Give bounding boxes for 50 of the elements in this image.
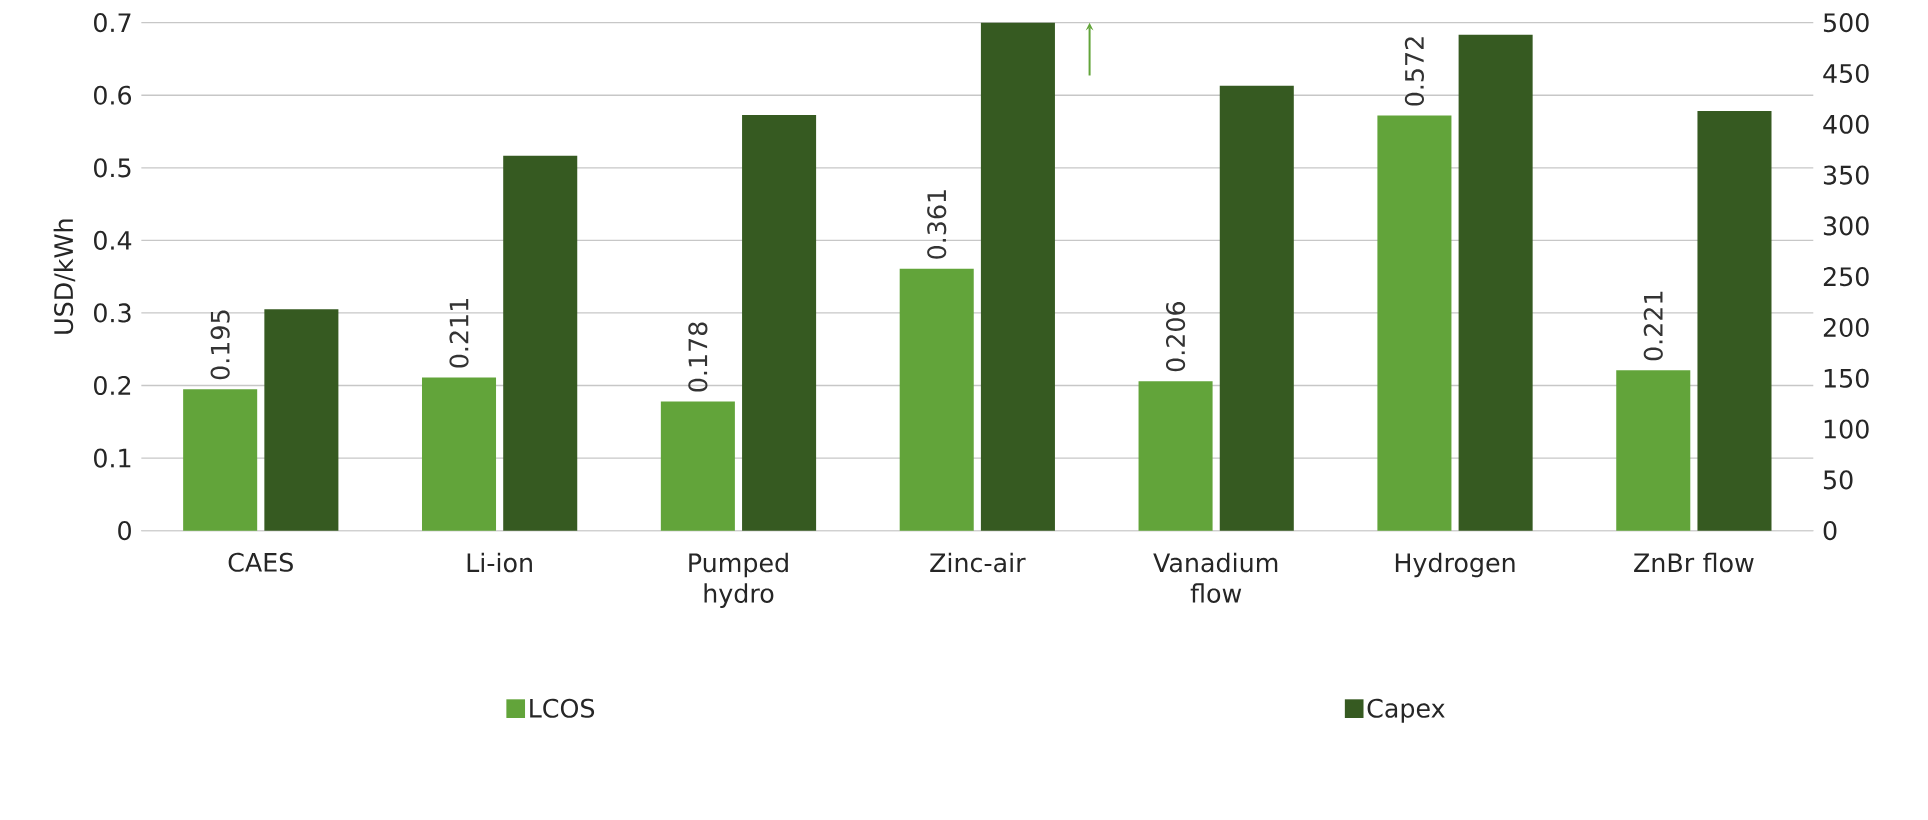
x-tick-label: CAES: [228, 552, 293, 572]
bar: [421, 377, 497, 531]
y2-tick-label: 200: [1823, 317, 1869, 338]
bar: [980, 22, 1055, 531]
data-label: 0.572: [1404, 37, 1424, 106]
y2-tick-label: 150: [1824, 368, 1869, 388]
y2-tick-label: 100: [1824, 419, 1869, 439]
x-tick-label: Vanadium flow: [1153, 552, 1278, 603]
y-tick-label: 0.6: [94, 85, 132, 105]
data-label: 0.206: [1165, 301, 1186, 372]
y-tick-label: 0: [118, 521, 131, 541]
y-tick-label: 0.3: [94, 303, 131, 323]
data-label: 0.221: [1643, 291, 1663, 361]
data-label: 0.361: [927, 190, 947, 259]
bar: [660, 401, 735, 531]
bar: [1458, 34, 1533, 531]
y-tick-label: 0.5: [94, 158, 131, 178]
legend-label: LCOS: [530, 698, 595, 718]
bar: [1219, 85, 1294, 531]
data-label: 0.211: [449, 299, 469, 368]
y-tick-label: 0.2: [94, 375, 131, 396]
y2-tick-label: 50: [1823, 470, 1853, 490]
y2-tick-label: 400: [1823, 114, 1869, 134]
bar: [1697, 111, 1772, 531]
y2-tick-label: 350: [1823, 165, 1869, 185]
x-tick-label: Hydrogen: [1395, 552, 1515, 578]
x-tick-label: Zinc-air: [930, 552, 1026, 573]
bar: [1377, 115, 1452, 531]
legend-label: Capex: [1367, 698, 1445, 723]
x-tick-label: Li-ion: [467, 552, 532, 573]
y-axis-title: USD/kWh: [53, 219, 76, 334]
y-tick-label: 0.4: [94, 230, 132, 250]
bar: [1138, 381, 1213, 531]
y2-tick-label: 0: [1823, 521, 1837, 541]
y-tick-label: 0.7: [94, 13, 131, 33]
bar: [1616, 370, 1691, 531]
data-label: 0.178: [688, 322, 708, 392]
x-tick-label: Pumped hydro: [689, 552, 788, 608]
data-label: 0.195: [210, 310, 230, 380]
y2-tick-label: 500: [1823, 13, 1869, 33]
y-tick-label: 0.1: [94, 448, 131, 468]
bar: [183, 389, 258, 531]
y2-tick-label: 300: [1823, 216, 1869, 236]
bar: [742, 115, 817, 531]
bar: [264, 309, 339, 531]
y2-tick-label: 250: [1823, 267, 1869, 287]
y2-tick-label: 450: [1823, 63, 1869, 84]
bar: [899, 268, 974, 531]
bar: [503, 155, 578, 531]
x-tick-label: ZnBr flow: [1634, 552, 1754, 573]
